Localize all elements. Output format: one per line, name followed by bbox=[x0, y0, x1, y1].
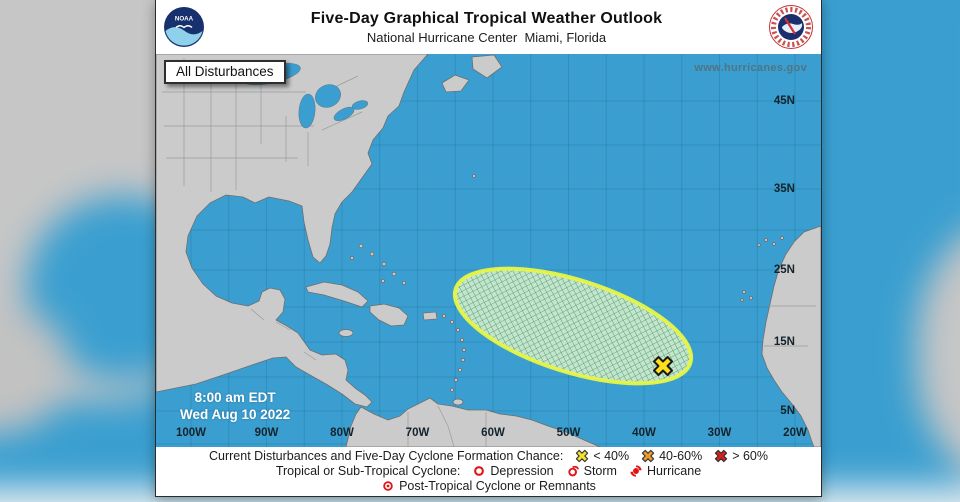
legend-formation-label: Current Disturbances and Five-Day Cyclon… bbox=[208, 449, 564, 463]
legend-item-post-tropical: Post-Tropical Cyclone or Remnants bbox=[381, 479, 596, 493]
page-title: Five-Day Graphical Tropical Weather Outl… bbox=[310, 9, 663, 27]
noaa-logo-text: NOAA bbox=[175, 16, 194, 23]
hispaniola bbox=[369, 303, 409, 327]
legend-item-medium: 40-60% bbox=[641, 449, 702, 463]
outlook-graphic: NOAA Five-Day Graphical Tropical Weather… bbox=[155, 0, 822, 497]
north-america-landmass bbox=[156, 54, 429, 408]
bahamas-islands bbox=[349, 243, 406, 285]
legend-item-storm: Storm bbox=[566, 464, 617, 478]
puerto-rico bbox=[422, 311, 438, 321]
legend-row-cyclone-types: Tropical or Sub-Tropical Cyclone: Depres… bbox=[156, 464, 821, 478]
legend-item-depression: Depression bbox=[472, 464, 554, 478]
lon-label-20w: 20W bbox=[783, 427, 807, 439]
legend-row-post-tropical: Post-Tropical Cyclone or Remnants bbox=[156, 479, 821, 493]
lat-label-35n: 35N bbox=[773, 183, 795, 195]
page-subtitle: National Hurricane Center Miami, Florida bbox=[366, 29, 607, 45]
newfoundland bbox=[471, 54, 503, 79]
legend-item-post-tropical-label: Post-Tropical Cyclone or Remnants bbox=[399, 479, 596, 493]
jamaica bbox=[338, 329, 354, 337]
legend-item-low: < 40% bbox=[575, 449, 629, 463]
timestamp-time: 8:00 am EDT bbox=[194, 390, 276, 405]
lon-label-40w: 40W bbox=[632, 427, 656, 439]
lat-label-15n: 15N bbox=[773, 336, 795, 348]
lesser-antilles bbox=[441, 313, 466, 406]
legend-item-low-label: < 40% bbox=[593, 449, 630, 463]
lon-label-70w: 70W bbox=[405, 427, 430, 439]
disturbance-x-marker[interactable] bbox=[653, 356, 673, 376]
legend: Current Disturbances and Five-Day Cyclon… bbox=[156, 447, 821, 496]
graphic-header: NOAA Five-Day Graphical Tropical Weather… bbox=[156, 0, 821, 54]
legend-row-formation-chance: Current Disturbances and Five-Day Cyclon… bbox=[156, 449, 821, 463]
lon-label-100w: 100W bbox=[175, 427, 207, 439]
legend-item-high-label: > 60% bbox=[732, 449, 768, 463]
legend-item-high: > 60% bbox=[714, 449, 768, 463]
lat-label-45n: 45N bbox=[773, 95, 795, 107]
lat-label-5n: 5N bbox=[780, 405, 795, 417]
bermuda bbox=[472, 174, 476, 178]
x-orange-icon bbox=[641, 449, 655, 463]
cuba bbox=[305, 281, 369, 308]
hurricane-icon bbox=[630, 465, 642, 477]
timestamp-date: Wed Aug 10 2022 bbox=[180, 407, 291, 422]
lon-label-50w: 50W bbox=[556, 427, 581, 439]
legend-item-hurricane-label: Hurricane bbox=[646, 464, 702, 478]
cape-verde-islands bbox=[740, 290, 753, 302]
storm-icon bbox=[567, 465, 579, 477]
lon-label-90w: 90W bbox=[254, 427, 279, 439]
map-geography bbox=[156, 54, 821, 447]
nws-logo-icon bbox=[769, 5, 813, 49]
africa-landmass bbox=[761, 225, 821, 447]
legend-item-storm-label: Storm bbox=[583, 464, 617, 478]
canary-islands bbox=[757, 236, 784, 247]
depression-icon bbox=[474, 466, 485, 476]
x-red-icon bbox=[715, 449, 728, 463]
nova-scotia bbox=[441, 74, 470, 93]
legend-item-hurricane: Hurricane bbox=[629, 464, 701, 478]
legend-cyclone-label: Tropical or Sub-Tropical Cyclone: bbox=[275, 464, 461, 478]
lon-label-30w: 30W bbox=[707, 427, 732, 439]
issuance-timestamp: 8:00 am EDT Wed Aug 10 2022 bbox=[180, 389, 290, 423]
south-america-landmass bbox=[345, 397, 601, 447]
mode-selector-all-disturbances[interactable]: All Disturbances bbox=[164, 60, 286, 84]
hurricanes-gov-watermark: www.hurricanes.gov bbox=[694, 62, 807, 74]
legend-item-depression-label: Depression bbox=[490, 464, 554, 478]
post-tropical-icon bbox=[383, 481, 393, 491]
state-borders bbox=[162, 58, 816, 447]
outlook-area-low-chance[interactable] bbox=[442, 245, 704, 407]
x-yellow-icon bbox=[576, 449, 589, 463]
lat-label-25n: 25N bbox=[773, 264, 795, 276]
noaa-logo-icon: NOAA bbox=[164, 7, 204, 47]
lon-label-80w: 80W bbox=[330, 427, 354, 439]
lon-label-60w: 60W bbox=[481, 427, 505, 439]
map-canvas[interactable]: All Disturbances www.hurricanes.gov 8:00… bbox=[156, 54, 821, 447]
legend-item-medium-label: 40-60% bbox=[659, 449, 703, 463]
